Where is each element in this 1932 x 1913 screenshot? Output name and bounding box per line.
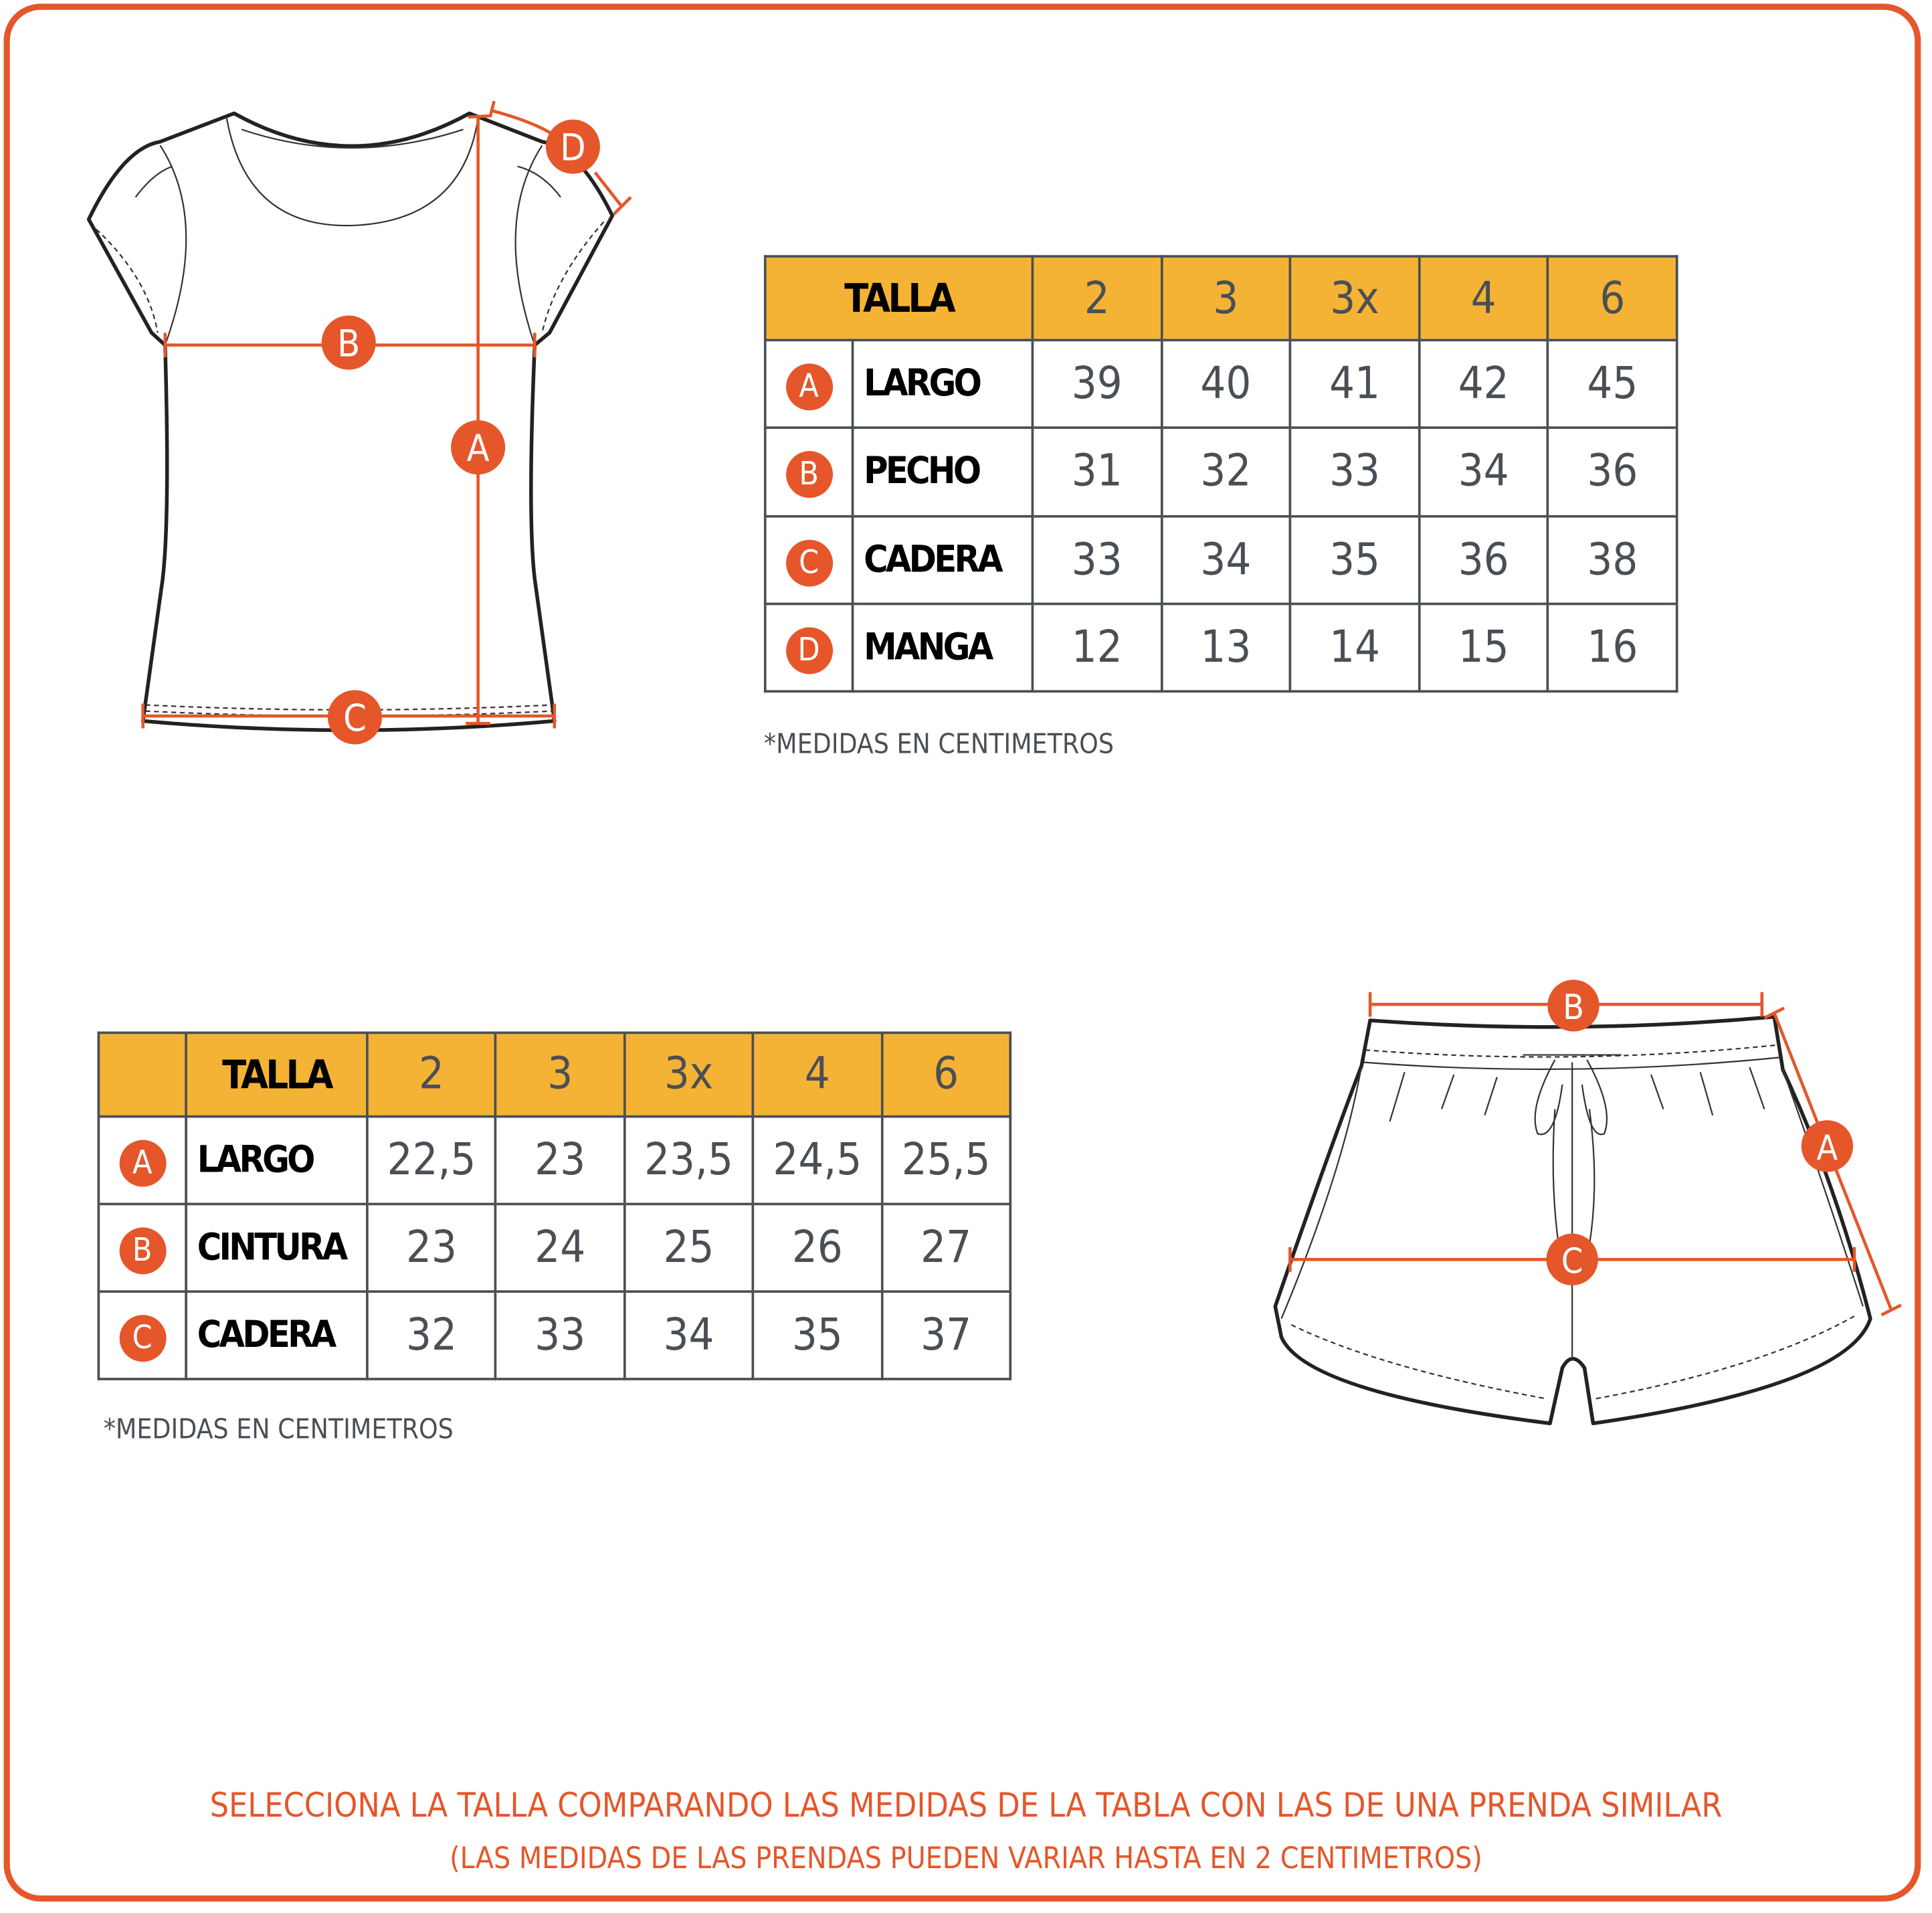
measure-badge: D xyxy=(785,627,833,674)
size-header: 6 xyxy=(1547,255,1678,342)
measure-value: 24 xyxy=(494,1202,626,1293)
size-header: 6 xyxy=(880,1031,1012,1118)
shorts-markers: B C A xyxy=(1546,980,1854,1285)
measure-value: 23 xyxy=(494,1115,626,1206)
measure-value: 15 xyxy=(1418,602,1549,693)
measure-label: CINTURA xyxy=(185,1202,369,1293)
size-header: 3 xyxy=(494,1031,626,1118)
marker-b: B xyxy=(337,323,360,365)
table-row: C CADERA 33 34 35 36 38 xyxy=(763,514,1678,605)
measure-value: 32 xyxy=(366,1290,497,1380)
header-row: TALLA 2 3 3x 4 6 xyxy=(97,1031,1012,1118)
table-row: D MANGA 12 13 14 15 16 xyxy=(763,602,1678,693)
badge-cell: C xyxy=(97,1290,187,1380)
measure-badge: B xyxy=(785,451,833,498)
table-row: B PECHO 31 32 33 34 36 xyxy=(763,426,1678,517)
measure-value: 25 xyxy=(623,1202,755,1293)
badge-cell: D xyxy=(763,602,854,693)
measure-badge: C xyxy=(785,539,833,586)
badge-cell: C xyxy=(763,514,854,605)
page-border xyxy=(3,3,1921,1902)
measure-value: 23 xyxy=(366,1202,497,1293)
measure-value: 13 xyxy=(1160,602,1292,693)
measure-value: 25,5 xyxy=(880,1115,1012,1206)
shirt-size-table: TALLA 2 3 3x 4 6 A LARGO 39 40 41 42 45 B PECHO 31 32 33 3… xyxy=(763,255,1678,693)
measure-value: 23,5 xyxy=(623,1115,755,1206)
measure-badge: A xyxy=(785,363,833,411)
shorts-diagram xyxy=(1273,1014,1872,1426)
measure-value: 38 xyxy=(1547,514,1678,605)
footer-instruction: SELECCIONA LA TALLA COMPARANDO LAS MEDID… xyxy=(209,1787,1723,1825)
badge-cell: B xyxy=(763,426,854,517)
measure-value: 33 xyxy=(1288,426,1421,517)
measure-value: 33 xyxy=(1031,514,1163,605)
measure-value: 36 xyxy=(1547,426,1678,517)
table-row: C CADERA 32 33 34 35 37 xyxy=(97,1290,1012,1380)
shirt-units-note: *MEDIDAS EN CENTIMETROS xyxy=(763,729,1115,761)
marker-a: A xyxy=(467,428,490,470)
measure-value: 40 xyxy=(1160,339,1292,430)
measure-value: 31 xyxy=(1031,426,1163,517)
size-header: 3 xyxy=(1160,255,1292,342)
size-header: 2 xyxy=(1031,255,1163,342)
measure-value: 16 xyxy=(1547,602,1678,693)
measure-label: LARGO xyxy=(185,1115,369,1206)
shirt-markers: B A C D xyxy=(321,119,600,745)
measure-badge: C xyxy=(118,1315,166,1362)
measure-label: MANGA xyxy=(851,602,1034,693)
measure-badge: A xyxy=(118,1140,166,1187)
shorts-marker-b: B xyxy=(1563,988,1584,1028)
measure-value: 24,5 xyxy=(751,1115,883,1206)
size-header: 4 xyxy=(751,1031,883,1118)
shorts-marker-a: A xyxy=(1817,1128,1838,1168)
shorts-units-note: *MEDIDAS EN CENTIMETROS xyxy=(103,1415,454,1446)
header-row: TALLA 2 3 3x 4 6 xyxy=(763,255,1678,342)
measure-value: 34 xyxy=(1418,426,1549,517)
shirt-outline xyxy=(86,111,615,733)
table-row: B CINTURA 23 24 25 26 27 xyxy=(97,1202,1012,1293)
measure-badge: B xyxy=(118,1227,166,1275)
table-row: A LARGO 39 40 41 42 45 xyxy=(763,339,1678,430)
table-row: A LARGO 22,5 23 23,5 24,5 25,5 xyxy=(97,1115,1012,1206)
measure-value: 33 xyxy=(494,1290,626,1380)
measure-value: 42 xyxy=(1418,339,1549,430)
size-header: 2 xyxy=(366,1031,497,1118)
measure-value: 32 xyxy=(1160,426,1292,517)
footer-disclaimer: (LAS MEDIDAS DE LAS PRENDAS PUEDEN VARIA… xyxy=(450,1841,1482,1876)
size-header: 3x xyxy=(1288,255,1421,342)
badge-cell: B xyxy=(97,1202,187,1293)
measure-value: 14 xyxy=(1288,602,1421,693)
marker-c: C xyxy=(343,697,367,740)
measure-value: 39 xyxy=(1031,339,1163,430)
measure-value: 41 xyxy=(1288,339,1421,430)
badge-cell: A xyxy=(97,1115,187,1206)
shorts-size-table: TALLA 2 3 3x 4 6 A LARGO 22,5 23 23,5 24,5 25,5 B CINT… xyxy=(97,1031,1012,1380)
measure-label: LARGO xyxy=(851,339,1034,430)
measure-value: 34 xyxy=(1160,514,1292,605)
size-header: 3x xyxy=(623,1031,755,1118)
measure-value: 37 xyxy=(880,1290,1012,1380)
shorts-marker-c: C xyxy=(1561,1242,1583,1282)
measure-value: 26 xyxy=(751,1202,883,1293)
measure-value: 34 xyxy=(623,1290,755,1380)
measure-label: CADERA xyxy=(185,1290,369,1380)
measure-value: 22,5 xyxy=(366,1115,497,1206)
header-talla: TALLA xyxy=(185,1031,369,1118)
measure-value: 45 xyxy=(1547,339,1678,430)
measure-value: 36 xyxy=(1418,514,1549,605)
measure-label: CADERA xyxy=(851,514,1034,605)
measure-value: 35 xyxy=(751,1290,883,1380)
measure-value: 27 xyxy=(880,1202,1012,1293)
marker-d: D xyxy=(560,126,585,169)
size-header: 4 xyxy=(1418,255,1549,342)
header-empty-cell xyxy=(97,1031,187,1118)
header-empty-cell: TALLA xyxy=(763,255,1034,342)
measure-value: 12 xyxy=(1031,602,1163,693)
measure-value: 35 xyxy=(1288,514,1421,605)
badge-cell: A xyxy=(763,339,854,430)
measure-label: PECHO xyxy=(851,426,1034,517)
